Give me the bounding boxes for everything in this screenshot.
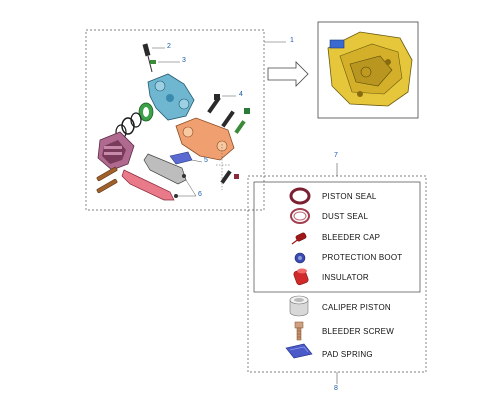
bolts-part	[207, 94, 250, 134]
caliper-piston-icon	[289, 295, 309, 317]
caliper-body-part	[147, 73, 195, 121]
callout-3: 3	[182, 57, 186, 64]
bleeder-cap-icon	[291, 232, 307, 245]
seal-kit-frame	[253, 181, 421, 293]
assembly-arrow	[267, 61, 309, 87]
kit-label-insulator: INSULATOR	[322, 273, 369, 282]
piston-seals-part	[115, 102, 154, 140]
bleeder-screw-part	[142, 43, 156, 73]
caliper-carrier-part	[97, 131, 135, 171]
kit-label-bleeder-cap: BLEEDER CAP	[322, 233, 381, 242]
callout-1: 1	[290, 37, 294, 44]
pad-spring-part	[169, 151, 193, 165]
kit-label-pad-spring: PAD SPRING	[322, 350, 373, 359]
callout-4: 4	[239, 91, 243, 98]
repair-kit-frame	[247, 175, 427, 373]
dust-seal-icon	[290, 208, 310, 224]
insulator-icon	[293, 268, 309, 286]
callout-7: 7	[334, 152, 338, 159]
callout-5: 5	[204, 157, 208, 164]
protection-boot-icon	[294, 252, 306, 264]
assembled-caliper-image	[327, 31, 413, 107]
kit-label-piston-seal: PISTON SEAL	[322, 192, 377, 201]
kit-label-caliper-piston: CALIPER PISTON	[322, 303, 391, 312]
piston-seal-icon	[289, 187, 311, 205]
slide-pins-part	[96, 166, 118, 194]
main-assembly-frame	[85, 29, 265, 211]
brake-pads-part	[121, 153, 187, 201]
callout-2: 2	[167, 43, 171, 50]
bleeder-screw-icon	[294, 321, 304, 341]
callout-6: 6	[198, 191, 202, 198]
kit-label-dust-seal: DUST SEAL	[322, 212, 369, 221]
kit-label-bleeder-screw: BLEEDER SCREW	[322, 327, 394, 336]
callout-8: 8	[334, 385, 338, 392]
kit-label-protection-boot: PROTECTION BOOT	[322, 253, 403, 262]
stray-bolt-part	[220, 170, 239, 184]
caliper-bracket-part	[175, 117, 235, 161]
pad-spring-icon	[285, 343, 313, 359]
